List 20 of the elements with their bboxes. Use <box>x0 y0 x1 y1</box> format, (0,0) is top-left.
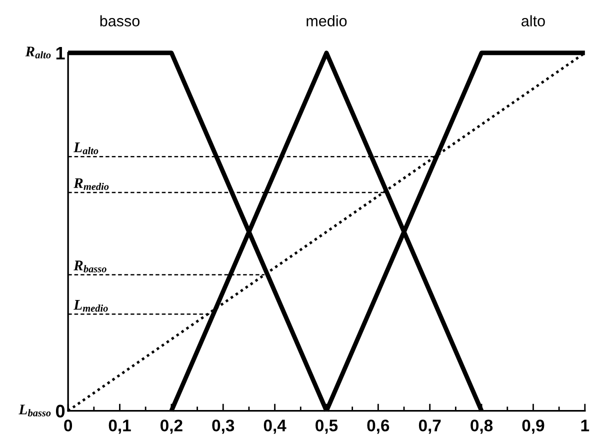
x-tick-label: 0 <box>64 420 72 432</box>
x-tick-label: 0,2 <box>160 420 182 434</box>
series-label: L$_{medio}$ <box>74 300 108 312</box>
annotation: R$_{alto}$ <box>25 46 51 58</box>
series-label: R$_{basso}$ <box>74 260 106 272</box>
x-tick-label: 0,1 <box>108 420 131 434</box>
series-label: alto <box>522 15 545 26</box>
series-label: L$_{alto}$ <box>74 142 98 154</box>
x-tick-label: 1 <box>581 420 590 432</box>
text: medio <box>306 15 347 26</box>
x-tick-label: 0,7 <box>418 420 441 434</box>
x-tick-label: 0,5 <box>316 420 338 434</box>
series-label: R$_{medio}$ <box>74 178 109 190</box>
x-tick-label: 0,3 <box>212 420 234 434</box>
x-tick-label: 0,6 <box>367 420 390 434</box>
annotation: L$_{basso}$ <box>18 404 51 416</box>
x-tick-label: 0,4 <box>264 420 286 434</box>
x-tick-label: 0,9 <box>522 420 544 434</box>
x-tick-label: 0,8 <box>470 420 493 434</box>
series-label: basso <box>100 15 140 26</box>
